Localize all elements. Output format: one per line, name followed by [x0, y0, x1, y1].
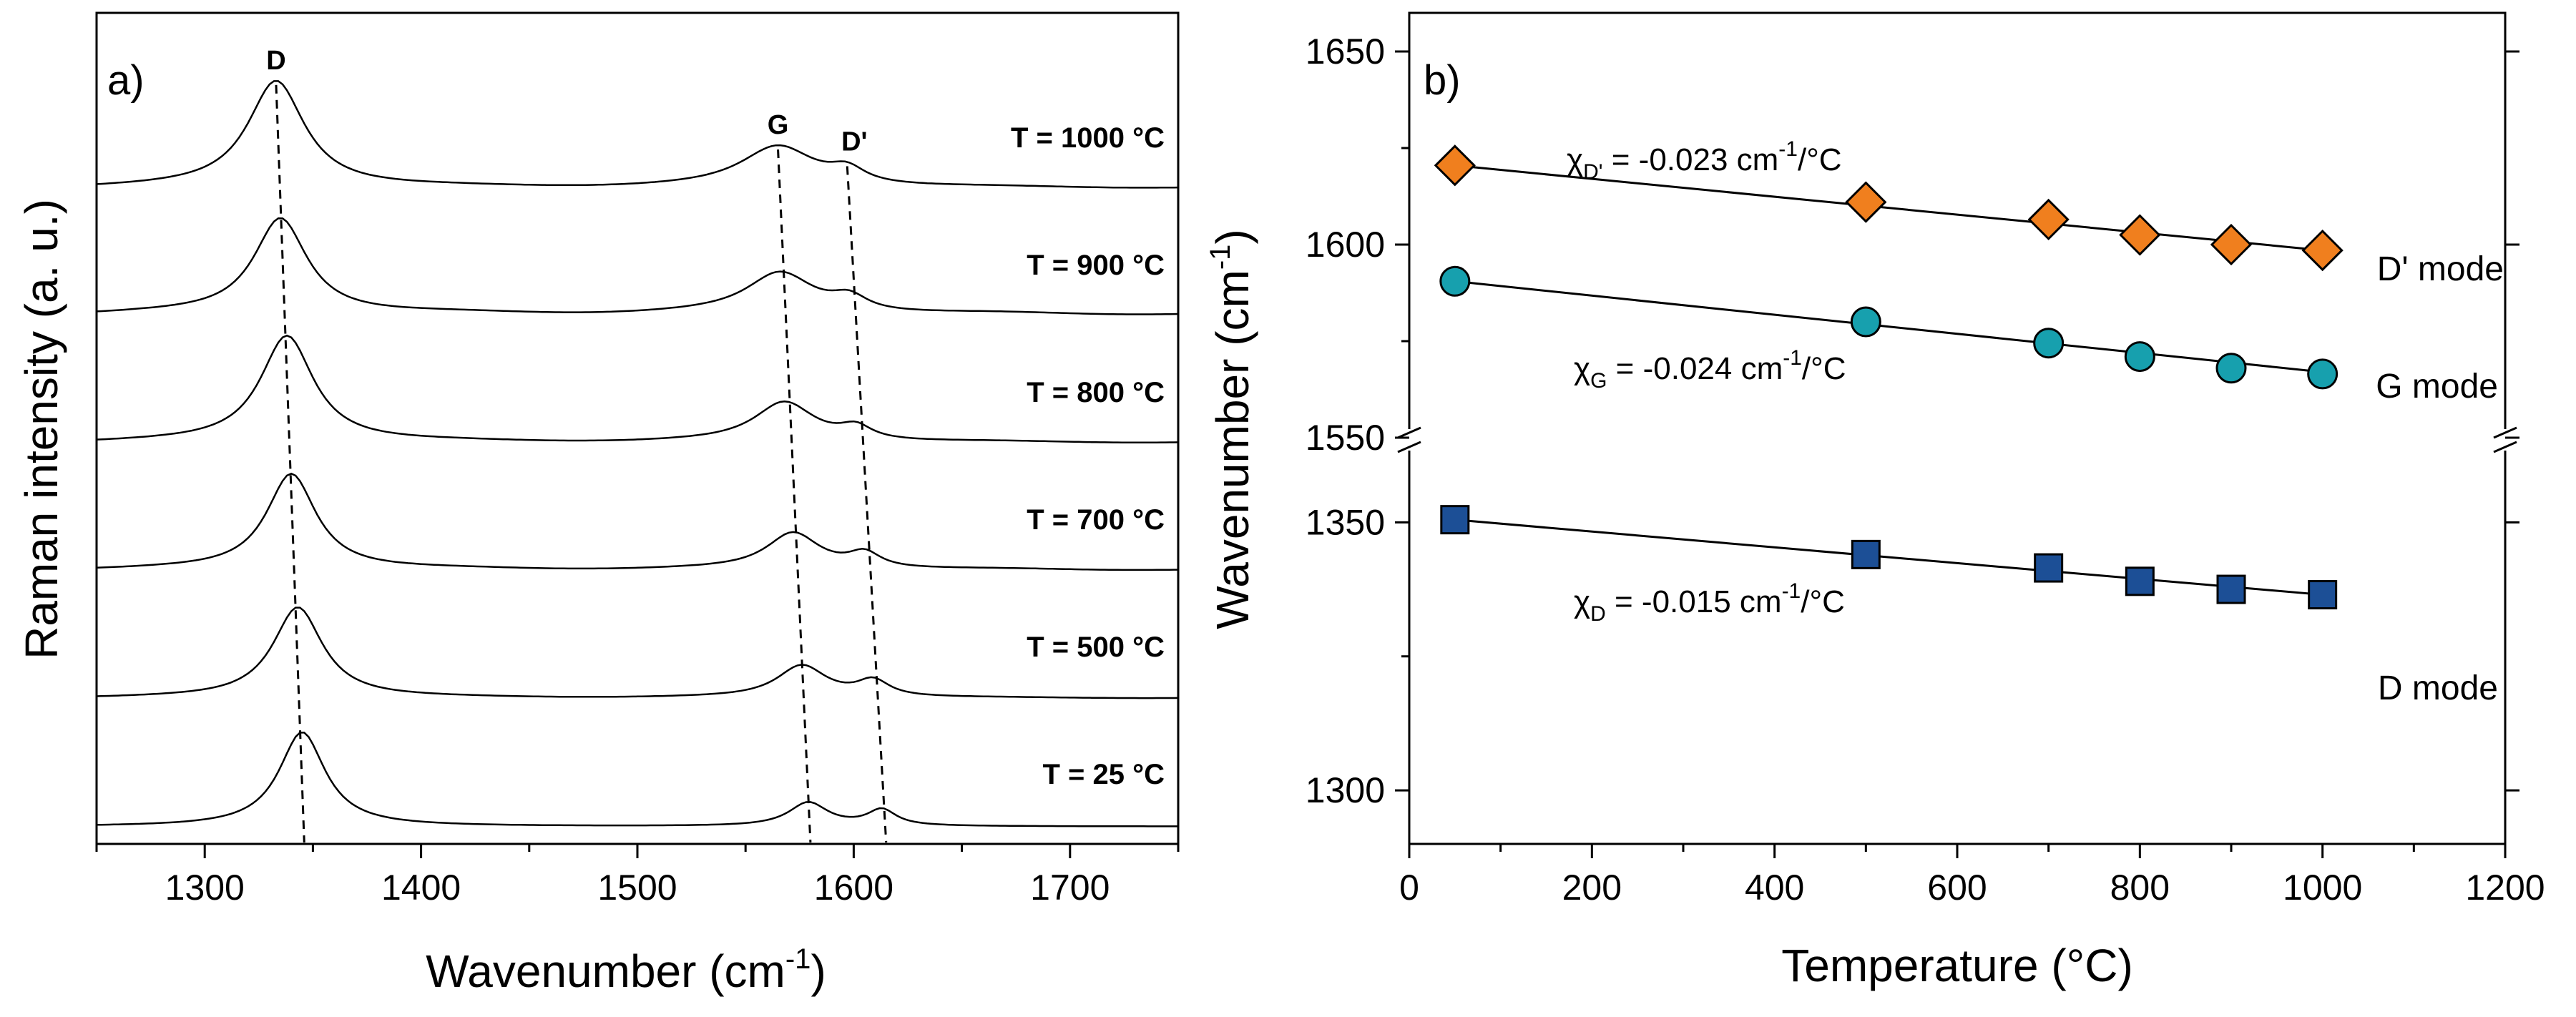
annotation-coef-sub: G	[1590, 369, 1607, 393]
x-tick-label: 1600	[814, 868, 893, 908]
annotation-coef-sub: D'	[1583, 160, 1602, 184]
temperature-label: T = 900 °C	[1027, 250, 1165, 281]
fit-line	[1454, 519, 2323, 596]
data-point-square	[2216, 574, 2246, 604]
peak-guide-line	[846, 166, 888, 843]
panel-b-frame-lower	[1408, 451, 2507, 845]
axis-break-right	[2493, 426, 2517, 453]
y-tick-label: 1300	[1306, 770, 1385, 810]
data-point-diamond	[2119, 214, 2161, 256]
annotation-coef-unit: /°C	[1801, 584, 1845, 619]
x-tick-label: 1200	[2465, 868, 2545, 908]
fit-line	[1454, 280, 2323, 373]
y-tick-label: 1600	[1306, 225, 1385, 265]
y-tick-label: 1650	[1306, 31, 1385, 72]
peak-guide-line	[777, 149, 812, 843]
x-tick-label: 800	[2110, 868, 2170, 908]
peak-label: D'	[841, 127, 867, 157]
y-tick-label: 1550	[1306, 418, 1385, 458]
annotation-coef-text: = -0.024 cm	[1607, 351, 1783, 386]
peak-label: D	[266, 46, 285, 76]
data-point-circle	[1439, 265, 1471, 297]
data-point-circle	[1850, 306, 1881, 338]
annotation-coef-text: = -0.015 cm	[1606, 584, 1782, 619]
x-tick-label: 1400	[381, 868, 461, 908]
panel-b-shift-vs-temperature: b) 0 200 400 600 800 1000 1200 1550 1600 1650 1300…	[1205, 11, 2545, 991]
data-point-square	[1851, 539, 1881, 569]
data-point-square	[1440, 505, 1470, 535]
data-point-circle	[2215, 353, 2247, 384]
panel-b-y-axis-title: Wavenumber (cm-1)	[1205, 229, 1258, 629]
spectrum-line	[96, 606, 1179, 699]
x-tick-label: 1300	[165, 868, 245, 908]
data-point-diamond	[2210, 223, 2253, 266]
annotation-coef-unit: /°C	[1802, 351, 1846, 386]
x-tick-label: 1000	[2283, 868, 2362, 908]
panel-b-frame-upper	[1408, 11, 2507, 429]
temperature-label: T = 700 °C	[1027, 504, 1165, 536]
annotation-coef-sup: -1	[1782, 579, 1801, 603]
panel-a-label: a)	[107, 57, 145, 104]
slope-annotation: χG = -0.024 cm-1/°C	[1574, 346, 1846, 393]
y-tick-label: 1350	[1306, 502, 1385, 542]
data-point-diamond	[2027, 198, 2070, 241]
peak-guide-line	[275, 84, 305, 843]
data-point-square	[2125, 566, 2155, 596]
panel-a-y-axis-title: Raman intensity (a. u.)	[16, 199, 67, 659]
annotation-coef-text: = -0.023 cm	[1603, 142, 1779, 177]
annotation-coef-sup: -1	[1783, 346, 1802, 370]
panel-b-x-axis-title: Temperature (°C)	[1781, 940, 2133, 991]
data-point-circle	[2033, 328, 2065, 359]
x-tick-label: 1500	[597, 868, 677, 908]
data-point-diamond	[1845, 181, 1887, 223]
annotation-coef-symbol: χ	[1574, 584, 1590, 619]
spectrum-line	[96, 80, 1179, 189]
panel-a-raman-spectra: a) 1300 1400 1500 1600 1700 T = 1000 °C T = 9…	[16, 11, 1180, 997]
data-point-square	[2034, 553, 2064, 583]
x-tick-label: 0	[1399, 868, 1419, 908]
annotation-coef-symbol: χ	[1567, 142, 1583, 177]
temperature-label: T = 800 °C	[1027, 377, 1165, 408]
temperature-label: T = 1000 °C	[1011, 122, 1165, 154]
spectrum-line	[96, 217, 1179, 315]
x-tick-label: 600	[1927, 868, 1987, 908]
annotation-coef-unit: /°C	[1798, 142, 1842, 177]
annotation-coef-sup: -1	[1778, 137, 1798, 161]
temperature-label: T = 500 °C	[1027, 632, 1165, 663]
mode-label: G mode	[2376, 368, 2498, 406]
spectrum-line	[96, 472, 1178, 571]
annotation-coef-sub: D	[1590, 602, 1606, 626]
data-point-diamond	[2301, 229, 2344, 272]
mode-label: D mode	[2378, 669, 2498, 707]
data-point-circle	[2307, 358, 2339, 390]
slope-annotation: χD = -0.015 cm-1/°C	[1574, 579, 1845, 626]
temperature-label: T = 25 °C	[1042, 759, 1165, 790]
data-point-square	[2308, 580, 2338, 610]
slope-annotation: χD' = -0.023 cm-1/°C	[1567, 137, 1842, 184]
panel-a-x-axis-title: Wavenumber (cm-1)	[426, 943, 826, 997]
spectrum-line	[96, 334, 1179, 443]
spectrum-line	[96, 732, 1178, 827]
data-point-circle	[2124, 341, 2155, 373]
x-tick-label: 200	[1562, 868, 1622, 908]
annotation-coef-symbol: χ	[1574, 351, 1590, 386]
mode-label: D' mode	[2377, 250, 2504, 288]
axis-break-left	[1397, 426, 1421, 453]
x-tick-label: 1700	[1030, 868, 1110, 908]
fit-line	[1454, 164, 2323, 252]
peak-label: G	[768, 110, 789, 140]
panel-b-label: b)	[1424, 57, 1461, 104]
data-point-diamond	[1434, 144, 1476, 187]
x-tick-label: 400	[1745, 868, 1804, 908]
